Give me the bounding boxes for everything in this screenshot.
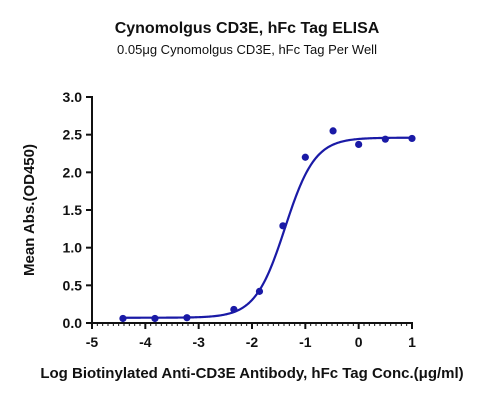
fit-curve bbox=[122, 136, 412, 319]
data-point bbox=[119, 314, 127, 323]
data-point bbox=[230, 305, 238, 314]
y-tick-label: 0.0 bbox=[63, 315, 83, 331]
chart-subtitle: 0.05μg Cynomolgus CD3E, hFc Tag Per Well bbox=[117, 42, 377, 57]
y-tick-label: 2.0 bbox=[63, 164, 83, 180]
data-point bbox=[408, 134, 416, 143]
data-point bbox=[381, 135, 389, 143]
y-tick-label: 2.5 bbox=[63, 127, 83, 143]
data-point bbox=[355, 140, 363, 149]
data-points bbox=[119, 127, 416, 323]
x-tick-label: 0 bbox=[355, 334, 363, 350]
axes: -5 -4 -3 -2 -1 0 1 0.0 0.5 1.0 1.5 2.0 2.5 3.0 bbox=[63, 89, 417, 350]
y-tick-label: 1.5 bbox=[63, 202, 83, 218]
y-tick-label: 1.0 bbox=[63, 240, 83, 256]
x-tick-label: -3 bbox=[192, 334, 205, 350]
x-tick-label: -5 bbox=[86, 334, 99, 350]
y-tick-label: 0.5 bbox=[63, 277, 83, 293]
chart-title: Cynomolgus CD3E, hFc Tag ELISA bbox=[115, 20, 380, 37]
x-tick-label: -4 bbox=[139, 334, 152, 350]
y-tick-label: 3.0 bbox=[63, 89, 83, 105]
data-point bbox=[301, 153, 309, 161]
data-point bbox=[255, 287, 264, 295]
data-point bbox=[151, 314, 159, 323]
y-axis-label: Mean Abs.(OD450) bbox=[21, 144, 38, 276]
x-tick-label: 1 bbox=[408, 334, 416, 350]
data-point bbox=[329, 127, 337, 135]
data-point bbox=[279, 222, 287, 230]
data-point bbox=[183, 314, 191, 322]
x-tick-label: -2 bbox=[246, 334, 259, 350]
x-tick-label: -1 bbox=[299, 334, 312, 350]
x-axis-label: Log Biotinylated Anti-CD3E Antibody, hFc… bbox=[40, 365, 463, 382]
